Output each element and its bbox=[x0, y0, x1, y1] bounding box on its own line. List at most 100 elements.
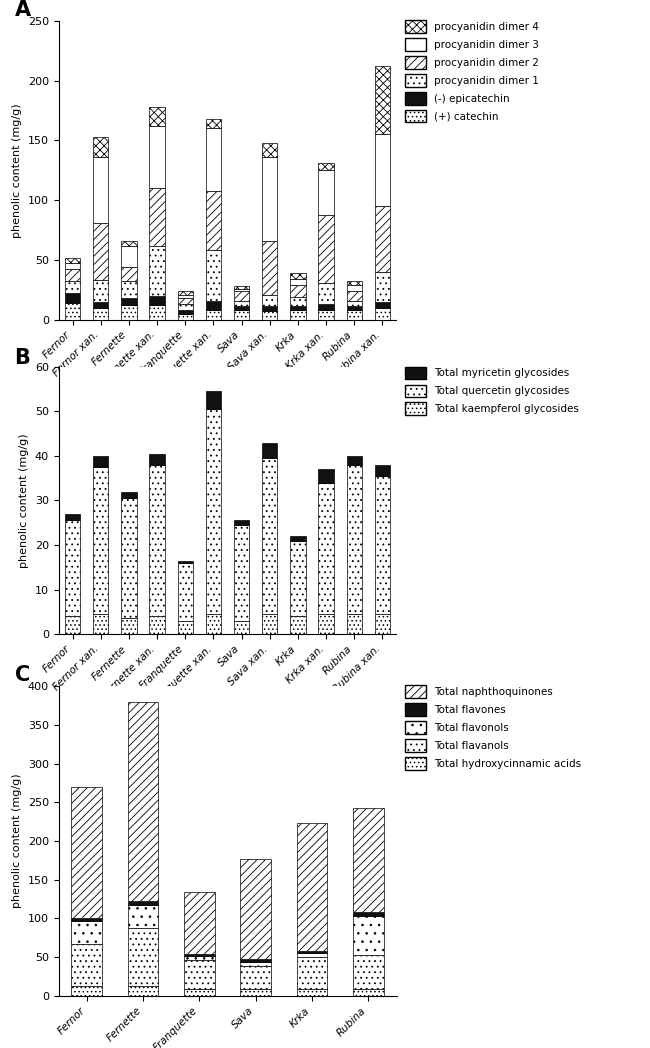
Bar bbox=[177, 291, 193, 294]
Bar bbox=[150, 126, 165, 189]
Bar bbox=[346, 285, 362, 291]
Bar bbox=[318, 171, 334, 215]
Bar bbox=[127, 929, 159, 986]
Bar bbox=[374, 476, 390, 614]
Bar bbox=[374, 465, 390, 476]
Bar bbox=[290, 297, 305, 306]
Bar bbox=[290, 541, 305, 616]
Bar bbox=[71, 944, 102, 986]
Bar bbox=[150, 465, 165, 616]
Text: C: C bbox=[14, 664, 30, 684]
Bar bbox=[234, 286, 250, 288]
Bar bbox=[93, 467, 109, 614]
Bar bbox=[71, 787, 102, 918]
Bar bbox=[150, 454, 165, 465]
Y-axis label: phenolic content (mg/g): phenolic content (mg/g) bbox=[19, 433, 29, 568]
Bar bbox=[150, 189, 165, 245]
Bar bbox=[318, 163, 334, 171]
Bar bbox=[177, 561, 193, 563]
Bar bbox=[262, 311, 278, 320]
Bar bbox=[318, 482, 334, 614]
Bar bbox=[346, 301, 362, 306]
Bar bbox=[93, 308, 109, 320]
Legend: procyanidin dimer 4, procyanidin dimer 3, procyanidin dimer 2, procyanidin dimer: procyanidin dimer 4, procyanidin dimer 3… bbox=[405, 20, 539, 123]
Bar bbox=[346, 291, 362, 301]
Legend: Total naphthoquinones, Total flavones, Total flavonols, Total flavanols, Total h: Total naphthoquinones, Total flavones, T… bbox=[405, 685, 581, 770]
Bar bbox=[262, 306, 278, 311]
Bar bbox=[262, 442, 278, 458]
Bar bbox=[121, 298, 136, 305]
Bar bbox=[318, 283, 334, 304]
Bar bbox=[346, 282, 362, 285]
Bar bbox=[290, 279, 305, 285]
Bar bbox=[290, 616, 305, 634]
Bar bbox=[374, 614, 390, 634]
Bar bbox=[346, 465, 362, 614]
Bar bbox=[177, 310, 193, 313]
Bar bbox=[65, 616, 81, 634]
Bar bbox=[127, 905, 159, 929]
Bar bbox=[93, 157, 109, 223]
Bar bbox=[71, 920, 102, 944]
Text: B: B bbox=[14, 348, 31, 368]
Bar bbox=[296, 824, 328, 951]
Legend: Total myricetin glycosides, Total quercetin glycosides, Total kaempferol glycosi: Total myricetin glycosides, Total querce… bbox=[405, 367, 579, 415]
Bar bbox=[240, 959, 271, 962]
Bar bbox=[374, 206, 390, 271]
Bar bbox=[184, 954, 214, 956]
Bar bbox=[262, 241, 278, 294]
Bar bbox=[318, 614, 334, 634]
Bar bbox=[205, 301, 221, 310]
Bar bbox=[290, 274, 305, 279]
Bar bbox=[290, 537, 305, 541]
Bar bbox=[205, 409, 221, 614]
Bar bbox=[353, 916, 384, 955]
Bar bbox=[71, 918, 102, 920]
Bar bbox=[353, 912, 384, 916]
Bar bbox=[234, 291, 250, 301]
Bar bbox=[346, 310, 362, 320]
Bar bbox=[93, 614, 109, 634]
Bar bbox=[93, 302, 109, 308]
Bar bbox=[184, 960, 214, 989]
Bar bbox=[184, 892, 214, 954]
Bar bbox=[262, 157, 278, 241]
Bar bbox=[93, 223, 109, 280]
Bar bbox=[205, 129, 221, 191]
Bar bbox=[121, 492, 136, 498]
Bar bbox=[121, 282, 136, 298]
Bar bbox=[71, 986, 102, 996]
Bar bbox=[296, 951, 328, 953]
Bar bbox=[296, 957, 328, 989]
Bar bbox=[65, 269, 81, 282]
Bar bbox=[234, 620, 250, 634]
Bar bbox=[205, 391, 221, 409]
Bar bbox=[234, 301, 250, 306]
Bar bbox=[318, 470, 334, 482]
Bar bbox=[374, 308, 390, 320]
Bar bbox=[121, 245, 136, 267]
Bar bbox=[296, 989, 328, 996]
Bar bbox=[234, 525, 250, 620]
Bar bbox=[184, 956, 214, 960]
Bar bbox=[318, 310, 334, 320]
Bar bbox=[318, 304, 334, 310]
Bar bbox=[240, 966, 271, 989]
Bar bbox=[127, 901, 159, 905]
Bar bbox=[65, 263, 81, 269]
Bar bbox=[93, 456, 109, 467]
Bar bbox=[234, 521, 250, 525]
Bar bbox=[240, 989, 271, 996]
Bar bbox=[374, 271, 390, 302]
Bar bbox=[65, 514, 81, 521]
Bar bbox=[184, 989, 214, 996]
Bar bbox=[65, 282, 81, 293]
Bar bbox=[65, 258, 81, 263]
Bar bbox=[290, 285, 305, 297]
Bar bbox=[177, 298, 193, 304]
Bar bbox=[127, 986, 159, 996]
Bar bbox=[205, 191, 221, 250]
Bar bbox=[262, 143, 278, 157]
Text: A: A bbox=[14, 0, 31, 20]
Bar bbox=[150, 296, 165, 305]
